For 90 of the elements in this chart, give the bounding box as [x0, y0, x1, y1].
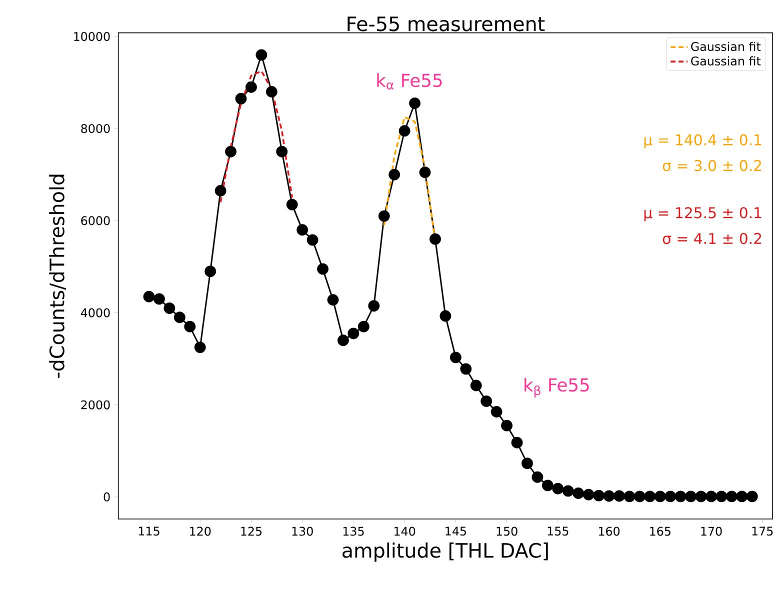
point	[266, 86, 278, 98]
point	[204, 266, 216, 278]
x-tick-label: 115	[138, 526, 160, 536]
y-tick-label: 4000	[80, 308, 110, 318]
point	[614, 490, 625, 502]
point	[286, 199, 298, 210]
point	[388, 169, 400, 181]
point	[460, 363, 472, 375]
point	[552, 483, 564, 495]
point	[225, 146, 236, 158]
point	[338, 334, 349, 346]
point	[143, 291, 155, 303]
point	[522, 458, 533, 470]
point	[348, 328, 360, 340]
chart-title: Fe-55 measurement	[348, 16, 545, 32]
point	[562, 485, 574, 497]
point	[154, 293, 165, 305]
x-tick-label: 150	[496, 526, 518, 536]
point	[419, 166, 431, 178]
y-tick-label: 10000	[74, 32, 110, 42]
annotation: σ = 4.1 ± 0.2	[662, 233, 762, 244]
x-axis-title: amplitude [THL DAC]	[342, 542, 548, 562]
point	[634, 490, 646, 502]
point	[490, 406, 502, 418]
point	[674, 490, 686, 502]
point	[317, 264, 328, 275]
y-tick-label: 6000	[81, 216, 110, 226]
point	[246, 82, 257, 94]
point	[593, 490, 605, 502]
point	[440, 310, 452, 322]
y-tick-label: 0	[104, 492, 110, 502]
point	[654, 490, 666, 502]
point	[184, 321, 196, 332]
x-tick-label: 160	[598, 526, 620, 536]
x-tick-label: 130	[292, 526, 313, 536]
point	[685, 490, 697, 502]
point	[409, 98, 421, 110]
x-tick-label: 125	[241, 526, 262, 536]
point	[532, 472, 544, 484]
point	[430, 234, 441, 246]
point	[501, 420, 513, 432]
y-axis-title: -dCounts/dThreshold	[49, 174, 66, 378]
x-tick-label: 120	[190, 526, 211, 536]
point	[174, 312, 186, 324]
x-tick-label: 175	[752, 526, 773, 536]
point	[746, 490, 758, 502]
legend-label: Gaussian fit	[691, 56, 761, 66]
annotation: k$_{β}$ Fe55	[524, 378, 589, 398]
point	[644, 490, 656, 502]
point	[398, 125, 410, 137]
point	[726, 490, 738, 502]
annotation: μ = 140.4 ± 0.1	[644, 134, 762, 149]
point	[368, 300, 380, 312]
point	[706, 490, 717, 502]
point	[327, 294, 339, 306]
point	[716, 490, 728, 502]
point	[235, 93, 247, 105]
point	[542, 480, 554, 492]
x-tick-label: 165	[650, 526, 670, 536]
x-tick-label: 145	[446, 526, 466, 536]
x-tick-label: 135	[343, 526, 364, 536]
point	[378, 210, 390, 222]
point	[695, 490, 707, 502]
annotation: k$_{α}$ Fe55	[377, 74, 442, 90]
point	[603, 490, 615, 502]
annotation: σ = 3.0 ± 0.2	[662, 160, 762, 172]
point	[296, 224, 308, 236]
point	[470, 380, 482, 392]
x-tick-label: 155	[548, 526, 568, 536]
point	[164, 302, 176, 314]
point	[736, 490, 748, 502]
x-tick-label: 170	[701, 526, 722, 536]
point	[358, 321, 370, 332]
point	[306, 234, 318, 246]
point	[511, 437, 523, 449]
point	[276, 146, 288, 158]
x-tick-label: 140	[394, 526, 416, 536]
y-tick-label: 2000	[81, 400, 110, 410]
point	[450, 352, 462, 364]
legend-label: Gaussian fit	[691, 42, 761, 52]
point	[480, 396, 492, 408]
point	[582, 489, 594, 501]
point	[256, 49, 268, 61]
annotation: μ = 125.5 ± 0.1	[644, 207, 762, 222]
point	[572, 488, 584, 500]
point	[664, 490, 676, 502]
y-tick-label: 8000	[81, 124, 110, 134]
point	[214, 185, 226, 197]
point	[194, 342, 206, 354]
point	[624, 490, 636, 502]
